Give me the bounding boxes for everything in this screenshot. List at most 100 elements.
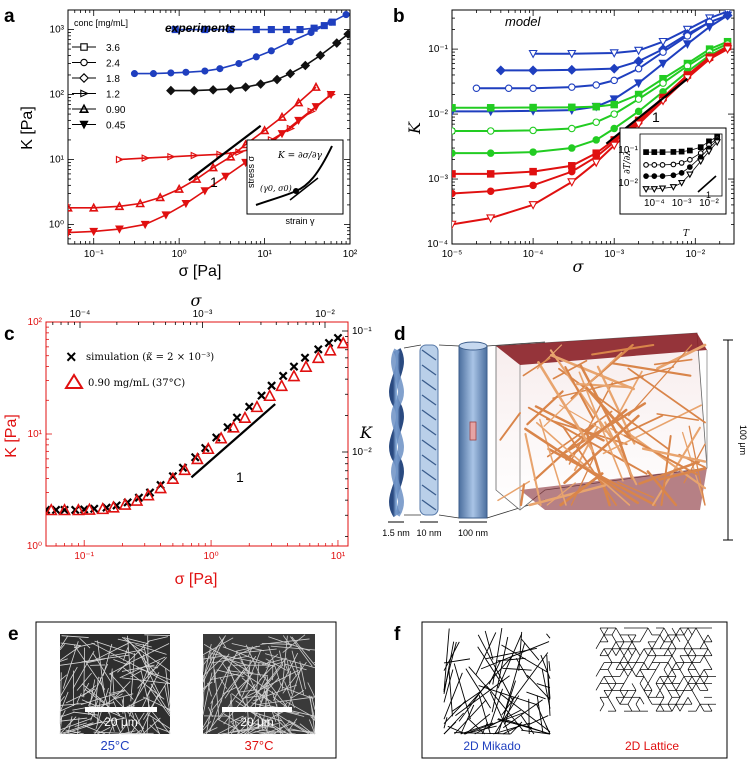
data-point-green circles xyxy=(529,126,537,135)
data-point-3.6 xyxy=(201,26,209,34)
data-point-green circles xyxy=(568,124,576,133)
micrograph-fiber xyxy=(218,636,227,649)
lattice-bond xyxy=(667,648,673,656)
panel-d-scale-bar-label: 100 μm xyxy=(738,425,747,455)
data-point-triangle-up xyxy=(154,481,168,494)
data-point-red circles xyxy=(529,181,537,190)
micrograph-fiber xyxy=(219,677,228,689)
micrograph-fiber xyxy=(221,725,272,735)
lattice-bond xyxy=(703,676,709,684)
lattice-bond xyxy=(611,704,617,712)
network-fiber xyxy=(522,357,551,377)
lattice-bond xyxy=(703,669,709,677)
data-point-x xyxy=(244,402,254,412)
micrograph-fiber xyxy=(282,635,292,647)
data-point-triangle-up xyxy=(214,431,228,444)
micrograph-fiber xyxy=(202,635,227,666)
lattice-bond xyxy=(643,676,649,684)
panel-f-label: f xyxy=(394,624,401,645)
lattice-bond xyxy=(615,648,621,656)
panel-b-frame xyxy=(451,9,735,245)
micrograph-fiber xyxy=(202,710,214,728)
fiber-cylinder-illustration xyxy=(458,341,488,519)
micrograph-fiber xyxy=(277,719,292,735)
lattice-bond xyxy=(675,683,681,691)
lattice-bond xyxy=(619,690,625,698)
lattice-bond xyxy=(663,676,669,684)
inset-ylabel-text: stress σ xyxy=(246,156,256,189)
lattice-bond xyxy=(667,655,673,663)
micrograph-fiber xyxy=(141,683,154,710)
micrograph-fiber xyxy=(130,653,135,702)
data-point-2.4 xyxy=(252,53,260,61)
lattice-bond xyxy=(659,676,665,684)
legend-label-1.8: 1.8 xyxy=(106,74,120,85)
micrograph-fiber xyxy=(108,719,117,735)
lattice-bond xyxy=(695,697,701,705)
lattice-bond xyxy=(655,704,661,712)
data-point-triangle-up xyxy=(201,441,215,455)
lattice-bond xyxy=(631,634,637,643)
lattice-bond xyxy=(699,676,705,684)
mikado-filament xyxy=(493,722,531,735)
micrograph-fiber xyxy=(202,672,213,715)
micrograph-fiber xyxy=(252,684,297,702)
micrograph-fiber xyxy=(203,643,252,674)
micrograph-fiber xyxy=(261,643,293,645)
y-tick-label: 10³ xyxy=(50,25,65,36)
lattice-bond xyxy=(659,641,665,649)
data-point-blue diamonds xyxy=(633,56,644,67)
inset-point-squares xyxy=(651,149,658,155)
inset-point-dots xyxy=(659,173,666,179)
panel-a-legend: 3.6 2.4 1.8 1.2 0.90 0.45 xyxy=(72,43,126,132)
data-point-1.2 xyxy=(141,154,150,162)
micrograph-fiber xyxy=(309,695,316,735)
micrograph-fiber xyxy=(114,693,134,700)
micrograph-fiber xyxy=(107,668,113,714)
lattice-bond xyxy=(687,676,693,684)
caption-mikado: 2D Mikado xyxy=(463,739,521,753)
mikado-filament xyxy=(451,690,482,712)
inset-point-squares xyxy=(643,149,649,155)
mikado-filament xyxy=(541,668,551,709)
panel-c-ylabel: K [Pa] xyxy=(3,414,20,458)
micrograph-fiber xyxy=(130,660,160,708)
inset-y-tick-label: 10⁻² xyxy=(618,178,638,189)
micrograph-fiber xyxy=(113,659,127,665)
mikado-filament xyxy=(443,672,463,720)
micrograph-fiber xyxy=(291,690,305,699)
x-tick-label: 10⁻² xyxy=(685,249,705,260)
micrograph-fiber xyxy=(223,683,256,725)
lattice-bond xyxy=(691,662,697,670)
micrograph-fiber xyxy=(235,700,284,735)
micrograph-fiber xyxy=(244,723,254,735)
lattice-bond xyxy=(679,669,685,677)
network-fiber xyxy=(543,351,623,427)
panel-a-slope-label: 1 xyxy=(210,174,218,190)
lattice-bond xyxy=(691,648,697,656)
data-point-x xyxy=(300,353,310,363)
mikado-filament xyxy=(443,641,457,691)
mikado-filament xyxy=(540,654,551,679)
panel-b-slope-label: 1 xyxy=(652,109,660,125)
data-point-blue open triangles xyxy=(633,46,644,56)
micrograph-fiber xyxy=(245,677,280,713)
lattice-bond xyxy=(671,669,677,677)
micrograph-fiber xyxy=(59,660,95,666)
micrograph-fiber xyxy=(268,646,282,686)
micrograph-fiber xyxy=(122,647,129,661)
inset-point-open circles xyxy=(687,156,693,163)
lattice-bond xyxy=(603,690,609,698)
lattice-bond xyxy=(631,662,637,670)
data-point-x xyxy=(324,338,334,348)
micrograph-fiber xyxy=(137,668,154,689)
data-point-x xyxy=(89,504,99,514)
caption-lattice: 2D Lattice xyxy=(625,739,679,753)
micrograph-fiber xyxy=(287,660,292,694)
micrograph-fiber xyxy=(121,732,154,735)
network-fiber xyxy=(585,430,611,507)
lattice-bond xyxy=(683,627,689,636)
legend-marker-x: × xyxy=(66,347,77,367)
mikado-filament xyxy=(497,680,517,735)
panel-e-frame xyxy=(35,621,337,759)
